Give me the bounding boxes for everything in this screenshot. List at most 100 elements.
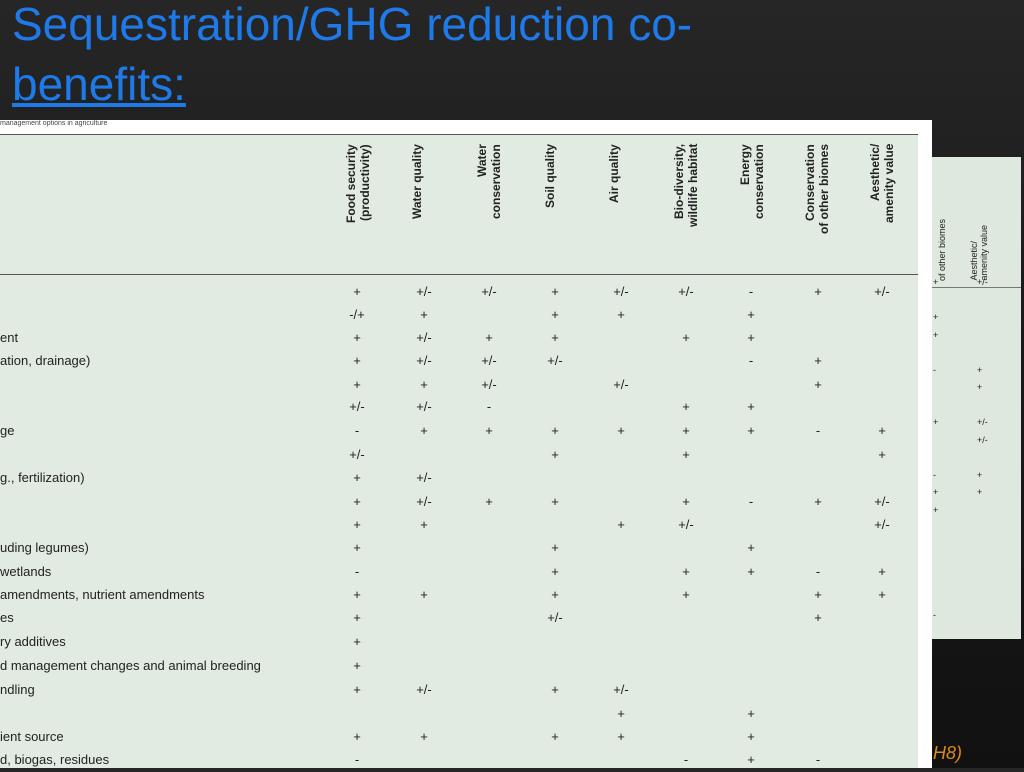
table-cell: +/- (874, 517, 890, 532)
row-label: ndling (0, 682, 35, 697)
table-cell: + (551, 494, 559, 509)
table-row: + + + +/- +/- (0, 514, 918, 537)
co-benefits-table: Food security (productivity) Water qualit… (0, 134, 918, 768)
table-row: ry additives + (0, 631, 918, 654)
table-cell: +/- (481, 284, 497, 299)
table-cell: + (814, 587, 822, 602)
title-line-2: benefits: (12, 58, 186, 110)
table-row: d, biogas, residues - - + - (0, 749, 918, 772)
background-table-cell: + (977, 364, 983, 375)
table-cell: + (747, 540, 755, 555)
table-cell: + (353, 330, 361, 345)
table-cell: - (815, 423, 821, 438)
table-cell: + (814, 377, 822, 392)
table-cell: + (747, 706, 755, 721)
table-cell: +/- (874, 284, 890, 299)
table-cell: - (748, 353, 754, 368)
table-cell: + (485, 330, 493, 345)
table-cell: + (747, 307, 755, 322)
table-cell: + (617, 307, 625, 322)
row-label: d management changes and animal breeding (0, 658, 261, 673)
table-row: + + (0, 703, 918, 726)
row-label: amendments, nutrient amendments (0, 587, 205, 602)
table-cell: + (747, 752, 755, 767)
table-cell: + (551, 540, 559, 555)
table-row: ge - + + + + + + - + (0, 420, 918, 443)
column-header: Bio-diversity, wildlife habitat (672, 144, 700, 228)
table-row: wetlands - + + + - + (0, 561, 918, 584)
table-cell: - (748, 494, 754, 509)
table-cell: +/- (678, 284, 694, 299)
table-cell: + (878, 447, 886, 462)
table-caption: management options in agriculture (0, 120, 108, 127)
column-header: Food security (productivity) (344, 144, 372, 223)
background-table-cell: + (977, 469, 983, 480)
row-label: d, biogas, residues (0, 752, 110, 767)
background-table-cell: - (933, 469, 936, 480)
table-cell: + (814, 610, 822, 625)
table-row: uding legumes) + + + (0, 537, 918, 560)
table-cell: + (551, 423, 559, 438)
table-cell: - (354, 423, 360, 438)
table-cell: + (747, 423, 755, 438)
table-cell: - (683, 752, 689, 767)
table-cell: +/- (874, 494, 890, 509)
table-cell: +/- (547, 353, 563, 368)
table-row: -/+ + + + + (0, 304, 918, 327)
row-label: wetlands (0, 564, 52, 579)
table-cell: + (420, 307, 428, 322)
background-column-header: Aesthetic/ amenity value (969, 225, 989, 281)
table-cell: + (551, 330, 559, 345)
table-row: ent + +/- + + + + (0, 327, 918, 350)
column-header: Water conservation (475, 144, 503, 219)
row-label: ient source (0, 729, 64, 744)
row-label: ry additives (0, 634, 66, 649)
background-table-cell: + (933, 487, 939, 497)
header-bottom-rule (0, 274, 918, 275)
table-row: d management changes and animal breeding… (0, 655, 918, 678)
table-cell: +/- (547, 610, 563, 625)
table-cell: + (747, 330, 755, 345)
background-table-cell: +/- (977, 434, 988, 445)
table-cell: +/- (613, 682, 629, 697)
slide-title: Sequestration/GHG reduction co- benefits… (12, 0, 912, 114)
row-label: ent (0, 330, 19, 345)
table-cell: + (878, 564, 886, 579)
table-cell: +/- (416, 399, 432, 414)
background-table-cell: - (933, 364, 936, 375)
table-cell: - (815, 752, 821, 767)
table-cell: - (354, 564, 360, 579)
table-cell: + (682, 423, 690, 438)
table-cell: +/- (416, 284, 432, 299)
table-cell: + (551, 284, 559, 299)
table-row: + +/- + + + - + +/- (0, 491, 918, 514)
header-top-rule (0, 134, 918, 135)
table-cell: + (682, 494, 690, 509)
table-row: ation, drainage) + +/- +/- +/- - + (0, 350, 918, 373)
background-table-cell: + (933, 312, 939, 322)
background-table-cell: +/- (977, 277, 988, 287)
table-cell: + (747, 399, 755, 414)
row-label: ge (0, 423, 15, 438)
table-cell: - (486, 399, 492, 414)
table-cell: + (353, 610, 361, 625)
background-table-cell: +/- (977, 417, 988, 427)
table-row: amendments, nutrient amendments + + + + + + (0, 584, 918, 607)
table-cell: +/- (416, 330, 432, 345)
table-cell: + (353, 284, 361, 299)
table-cell: +/- (613, 284, 629, 299)
background-table-cell: + (933, 277, 939, 287)
table-row: +/- + + + (0, 444, 918, 467)
table-cell: + (814, 494, 822, 509)
table-cell: + (551, 682, 559, 697)
title-line-1: Sequestration/GHG reduction co- (12, 0, 693, 50)
column-header: Water quality (410, 144, 424, 219)
table-cell: + (353, 494, 361, 509)
table-cell: + (485, 494, 493, 509)
table-cell: + (353, 540, 361, 555)
table-cell: +/- (416, 470, 432, 485)
table-cell: + (353, 729, 361, 744)
background-table-header: of other biomes Aesthetic/ amenity value (881, 177, 1021, 288)
table-cell: + (617, 423, 625, 438)
table-cell: + (682, 587, 690, 602)
